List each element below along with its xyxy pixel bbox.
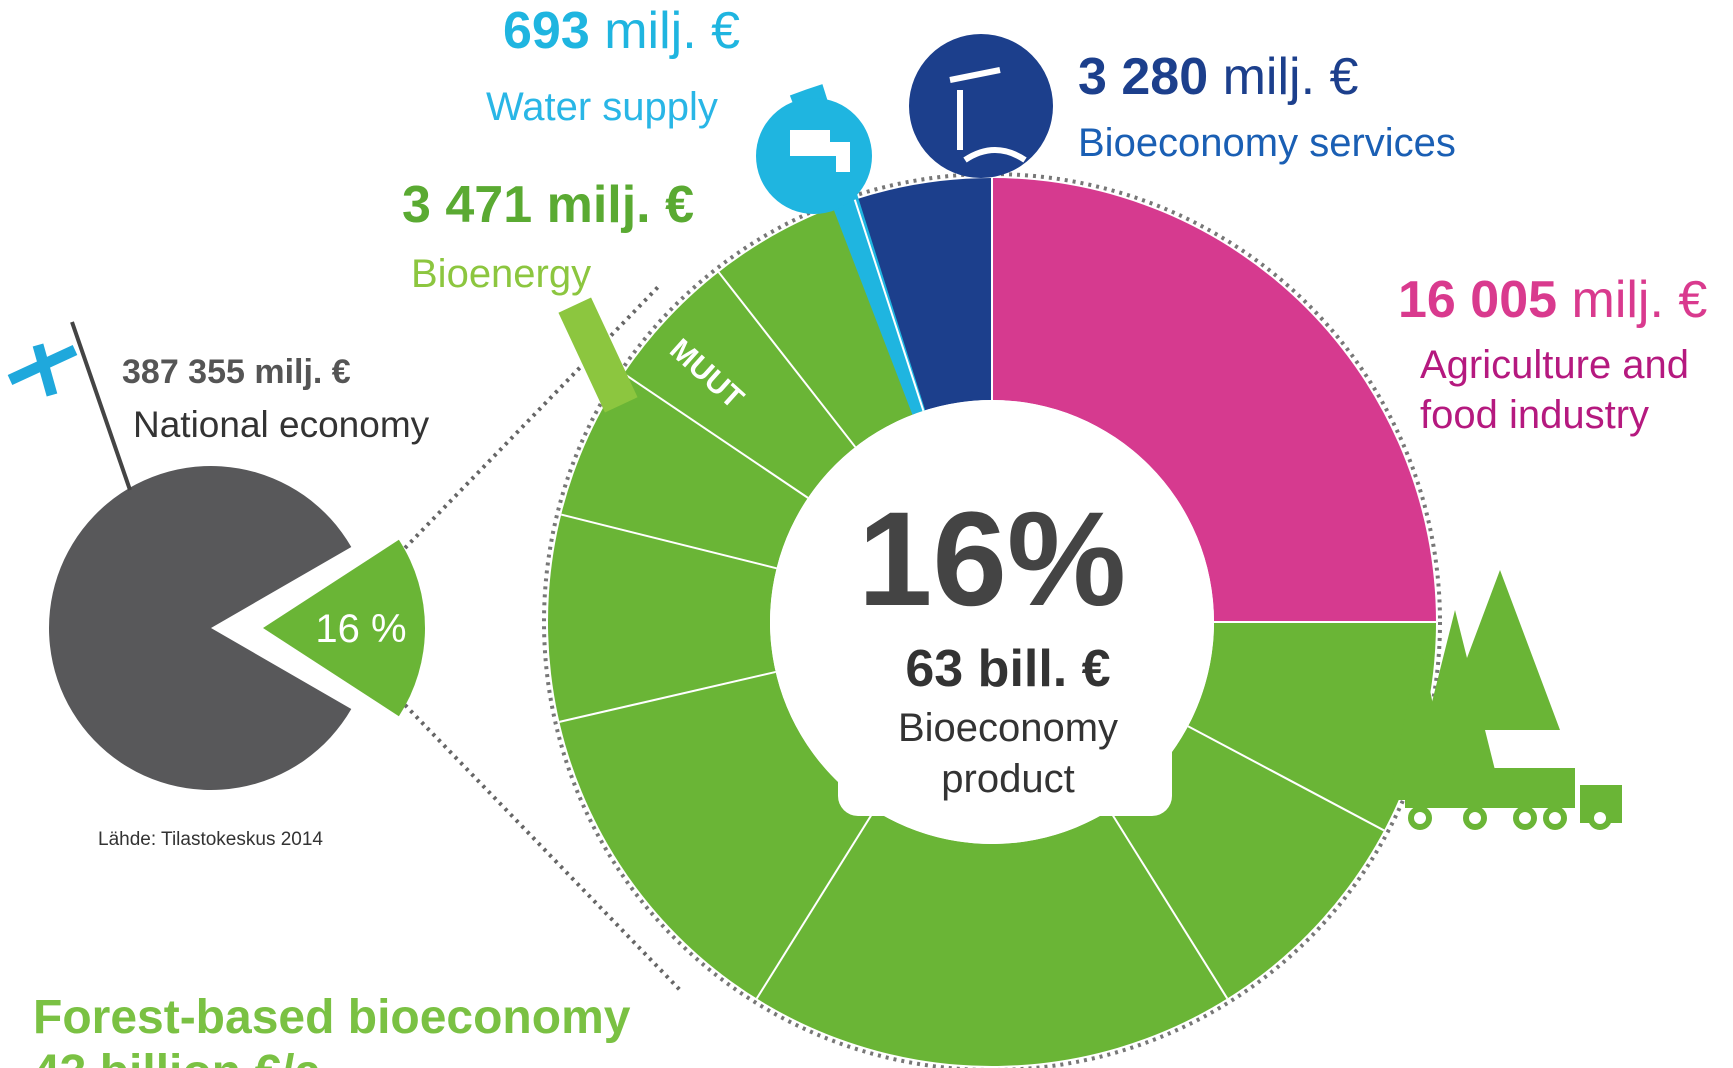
center-label: Bioeconomy [898, 706, 1118, 750]
flag-cross [7, 343, 78, 397]
amount: 3 471 [402, 176, 532, 234]
center-label: product [941, 757, 1074, 801]
divider [623, 372, 809, 499]
wheel [1513, 806, 1537, 830]
agriculture-label: food industry [1420, 393, 1649, 437]
unit: milj. € [547, 176, 694, 234]
center-notch [838, 720, 1172, 816]
divider [1108, 809, 1229, 1000]
outer-dots [542, 172, 1442, 1068]
national-pie [48, 465, 352, 790]
center-percent: 16% [858, 485, 1126, 634]
amount: 3 280 [1078, 48, 1208, 106]
forest-value: 43 billion €/a [33, 1046, 321, 1068]
amount: 16 005 [1398, 271, 1557, 329]
wheel [1408, 806, 1432, 830]
services-segment [854, 178, 992, 411]
divider [717, 271, 857, 448]
green-segment [548, 199, 1436, 1067]
services-value: 3 280 milj. € [1078, 48, 1358, 106]
bioenergy-label: Bioenergy [411, 252, 591, 296]
amount: 693 [503, 2, 590, 60]
connector [403, 703, 682, 992]
divider [853, 199, 925, 412]
share-wedge [263, 539, 425, 717]
divider [1187, 725, 1385, 832]
divider [560, 513, 777, 570]
water-label: Water supply [486, 85, 718, 129]
bioenergy-value: 3 471 milj. € [402, 176, 694, 234]
agriculture-segment [992, 178, 1436, 622]
hunter [949, 67, 1027, 163]
tree [1388, 640, 1452, 800]
truck-logs [1405, 768, 1575, 808]
divider [755, 809, 876, 1000]
connector [403, 283, 662, 550]
source: Lähde: Tilastokeskus 2014 [98, 829, 323, 850]
agriculture-value: 16 005 milj. € [1398, 271, 1707, 329]
unit: milj. € [604, 2, 740, 60]
water-tap [790, 130, 850, 172]
wheel [1463, 806, 1487, 830]
shapes [7, 34, 1622, 1068]
wheel [1588, 806, 1612, 830]
services-label: Bioeconomy services [1078, 121, 1456, 165]
national-value: 387 355 milj. € [122, 353, 351, 391]
unit: milj. € [1223, 48, 1359, 106]
flag-pole [70, 321, 132, 491]
bioenergy-badge [558, 297, 638, 413]
water-value: 693 milj. € [503, 2, 740, 60]
national-label: National economy [133, 404, 430, 445]
agriculture-label: Agriculture and [1420, 343, 1689, 387]
wheel [1543, 806, 1567, 830]
services-badge [909, 34, 1053, 178]
center-value: 63 bill. € [905, 640, 1110, 698]
divider [559, 670, 776, 723]
forest-title: Forest-based bioeconomy [33, 991, 631, 1044]
unit: milj. € [1572, 271, 1708, 329]
share-label: 16 % [315, 607, 406, 651]
